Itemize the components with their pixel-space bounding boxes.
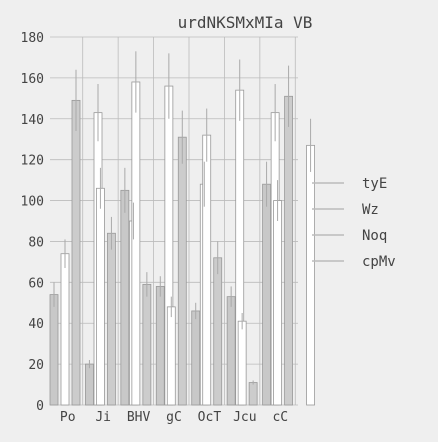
- legend: tyE Wz Noq cpMv: [312, 176, 396, 270]
- bar: [85, 363, 94, 406]
- bar: [213, 257, 223, 406]
- bar: [107, 232, 116, 406]
- x-tick-label: BHV: [127, 410, 151, 425]
- legend-label: tyE: [362, 176, 387, 192]
- legend-label: cpMv: [362, 254, 396, 270]
- x-tick-label: gC: [166, 410, 182, 425]
- bar: [177, 136, 187, 406]
- y-tick-label: 140: [21, 113, 44, 128]
- grid-layer: [50, 36, 298, 406]
- bar: [120, 189, 130, 406]
- bar: [284, 95, 293, 406]
- error-bars-layer: [53, 51, 312, 385]
- x-tick-label: OcT: [198, 410, 222, 425]
- bar: [155, 286, 165, 406]
- bar: [262, 183, 271, 406]
- x-tick-label: Ji: [95, 410, 111, 425]
- x-tick-label: Po: [60, 410, 76, 425]
- y-tick-label: 160: [21, 72, 44, 87]
- bar: [191, 310, 201, 406]
- bar: [49, 294, 59, 406]
- y-tick-label: 180: [21, 31, 44, 46]
- legend-label: Wz: [362, 202, 379, 218]
- y-tick-label: 120: [21, 154, 44, 169]
- y-tick-label: 20: [28, 358, 44, 373]
- bar: [166, 306, 176, 406]
- bar: [60, 253, 70, 406]
- bar: [237, 320, 247, 406]
- bar: [71, 99, 81, 406]
- bar: [273, 200, 282, 406]
- bar: [248, 382, 258, 406]
- axis-layer: 0 20 40 60 80 100 120 140 160 180 Po Ji BHV gC OcT Jcu c…: [21, 31, 289, 425]
- bar: [306, 144, 315, 406]
- chart-title: urdNKSMxMIa VB: [178, 13, 313, 32]
- y-tick-label: 60: [28, 276, 44, 291]
- bar: [142, 283, 152, 406]
- y-tick-label: 100: [21, 195, 44, 210]
- bar: [131, 81, 141, 406]
- bars-layer: [49, 81, 315, 406]
- y-tick-label: 80: [28, 235, 44, 250]
- bar: [96, 187, 105, 406]
- y-tick-label: 40: [28, 317, 44, 332]
- legend-label: Noq: [362, 228, 387, 244]
- bar: [226, 296, 236, 406]
- x-tick-label: Jcu: [233, 410, 256, 425]
- x-tick-label: cC: [272, 410, 288, 425]
- y-tick-label: 0: [36, 399, 44, 414]
